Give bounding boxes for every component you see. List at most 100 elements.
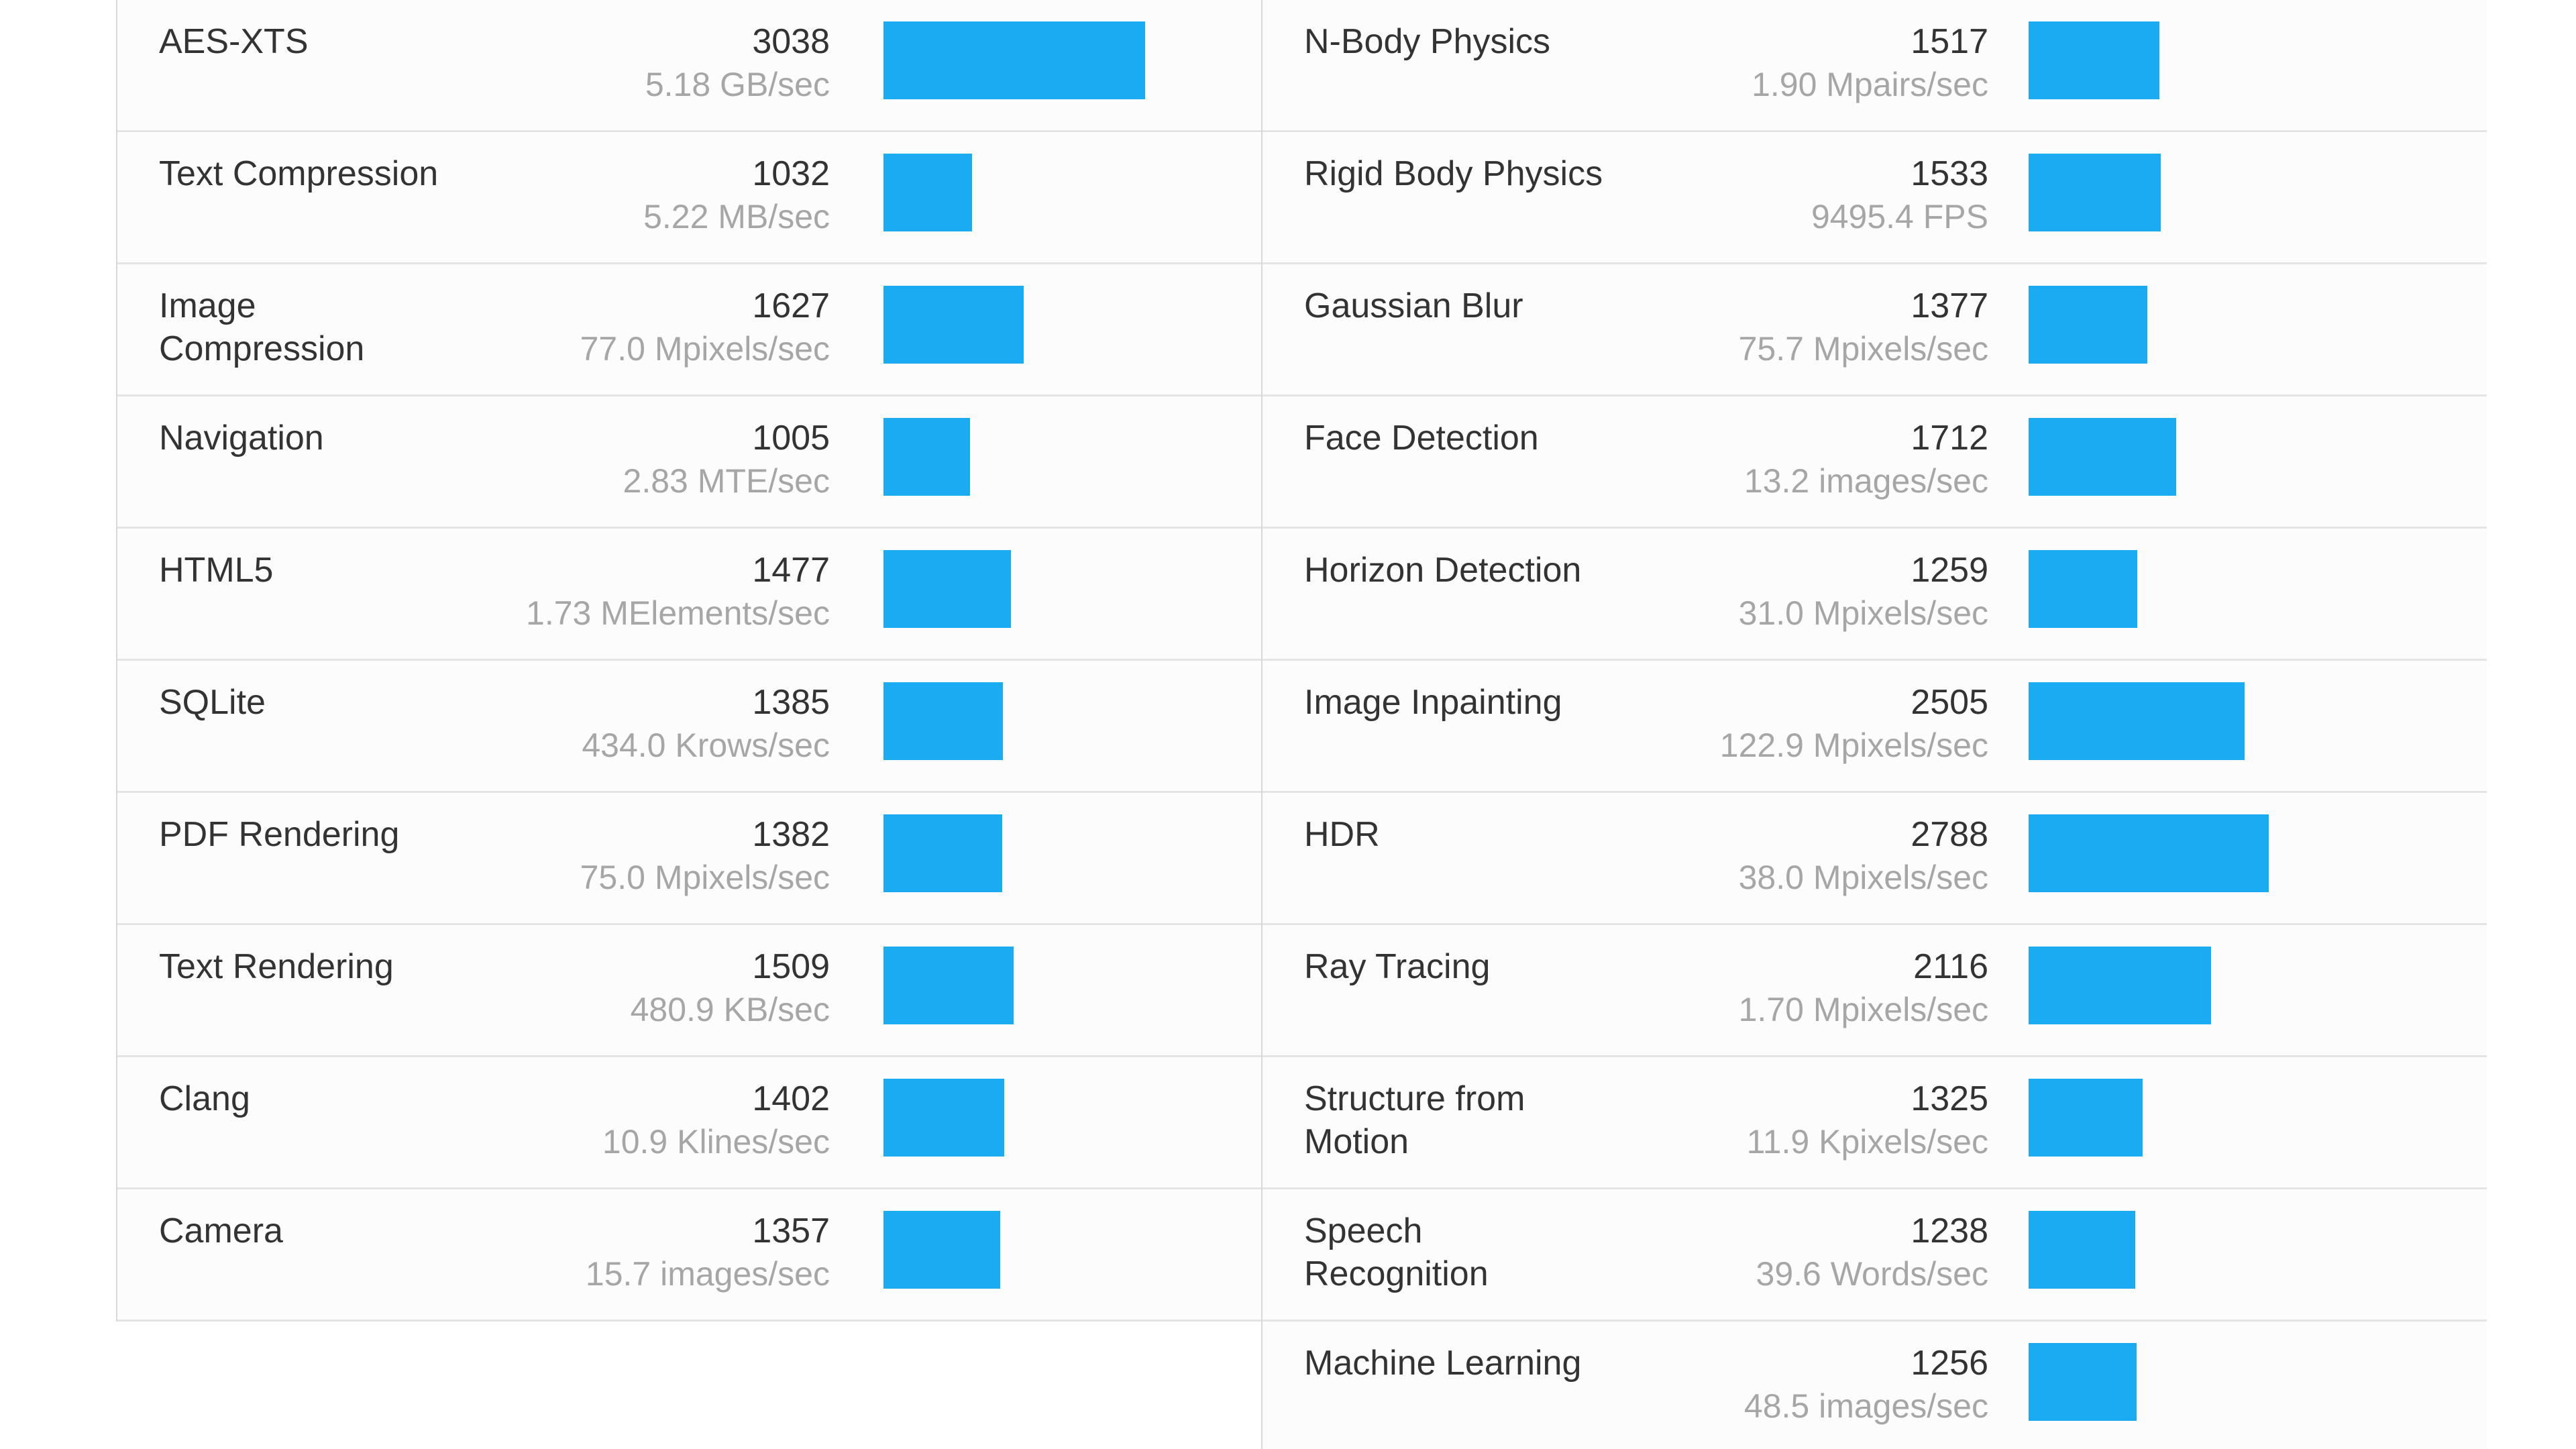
benchmark-rate: 39.6 Words/sec xyxy=(1756,1255,1988,1293)
benchmark-rate: 48.5 images/sec xyxy=(1743,1387,1988,1425)
benchmark-row-speech-recognition: Speech Recognition 1238 39.6 Words/sec xyxy=(1263,1189,2487,1322)
score-bar xyxy=(2029,418,2176,496)
benchmark-values: 1382 75.0 Mpixels/sec xyxy=(159,793,830,925)
benchmark-name: Structure from Motion xyxy=(1304,1079,1525,1161)
benchmark-rate: 5.18 GB/sec xyxy=(645,66,830,103)
benchmark-score: 1509 xyxy=(752,947,830,986)
benchmark-name: Text Compression xyxy=(159,154,439,193)
score-bar xyxy=(2029,1343,2137,1421)
benchmark-rate: 122.9 Mpixels/sec xyxy=(1719,727,1988,764)
score-bar xyxy=(2029,1211,2135,1289)
benchmark-row-structure-from-motion: Structure from Motion 1325 11.9 Kpixels/sec xyxy=(1263,1057,2487,1189)
benchmark-rate: 434.0 Krows/sec xyxy=(582,727,830,764)
benchmark-score: 2788 xyxy=(1911,815,1988,854)
benchmark-row-text-rendering: Text Rendering 1509 480.9 KB/sec xyxy=(117,925,1261,1057)
benchmark-name: SQLite xyxy=(159,683,266,722)
benchmark-score: 1712 xyxy=(1911,419,1988,458)
benchmark-column-left: AES-XTS 3038 5.18 GB/sec Text Compression 10… xyxy=(116,0,1261,1322)
benchmark-name: Gaussian Blur xyxy=(1304,286,1523,325)
score-bar xyxy=(883,1211,1000,1289)
benchmark-name: Face Detection xyxy=(1304,419,1539,458)
benchmark-rate: 1.70 Mpixels/sec xyxy=(1738,991,1988,1028)
benchmark-values: 1402 10.9 Klines/sec xyxy=(159,1057,830,1189)
benchmark-rate: 10.9 Klines/sec xyxy=(602,1123,830,1161)
benchmark-rate: 11.9 Kpixels/sec xyxy=(1746,1123,1988,1161)
benchmark-values: 1005 2.83 MTE/sec xyxy=(159,396,830,529)
benchmark-values: 1627 77.0 Mpixels/sec xyxy=(159,264,830,396)
benchmark-values: 3038 5.18 GB/sec xyxy=(159,0,830,132)
benchmark-row-image-compression: Image Compression 1627 77.0 Mpixels/sec xyxy=(117,264,1261,396)
score-bar xyxy=(883,550,1011,628)
score-bar xyxy=(2029,947,2211,1024)
benchmark-score: 1517 xyxy=(1911,22,1988,61)
benchmark-name: HDR xyxy=(1304,815,1380,854)
score-bar xyxy=(2029,550,2137,628)
benchmark-row-sqlite: SQLite 1385 434.0 Krows/sec xyxy=(117,661,1261,793)
benchmark-rate: 13.2 images/sec xyxy=(1743,462,1988,500)
score-bar xyxy=(883,947,1014,1024)
benchmark-values: 1032 5.22 MB/sec xyxy=(159,132,830,264)
score-bar xyxy=(2029,154,2161,231)
benchmark-row-navigation: Navigation 1005 2.83 MTE/sec xyxy=(117,396,1261,529)
score-bar xyxy=(2029,286,2147,364)
benchmark-name: Camera xyxy=(159,1212,283,1250)
benchmark-row-machine-learning: Machine Learning 1256 48.5 images/sec xyxy=(1263,1322,2487,1449)
benchmark-row-horizon-detection: Horizon Detection 1259 31.0 Mpixels/sec xyxy=(1263,529,2487,661)
score-bar xyxy=(883,154,972,231)
benchmark-name: AES-XTS xyxy=(159,22,309,61)
benchmark-values: 1238 39.6 Words/sec xyxy=(1304,1189,1988,1322)
benchmark-name: Machine Learning xyxy=(1304,1344,1582,1383)
benchmark-values: 1256 48.5 images/sec xyxy=(1304,1322,1988,1449)
score-bar xyxy=(2029,21,2159,99)
benchmark-score: 1377 xyxy=(1911,286,1988,325)
benchmark-name: Speech Recognition xyxy=(1304,1212,1489,1293)
benchmark-score: 1256 xyxy=(1911,1344,1988,1383)
benchmark-name: Rigid Body Physics xyxy=(1304,154,1603,193)
benchmark-score: 1627 xyxy=(752,286,830,325)
benchmark-name: HTML5 xyxy=(159,551,274,590)
benchmark-score: 1325 xyxy=(1911,1079,1988,1118)
benchmark-score: 1477 xyxy=(752,551,830,590)
benchmark-row-image-inpainting: Image Inpainting 2505 122.9 Mpixels/sec xyxy=(1263,661,2487,793)
benchmark-row-html5: HTML5 1477 1.73 MElements/sec xyxy=(117,529,1261,661)
benchmark-score: 3038 xyxy=(752,22,830,61)
benchmark-score: 1533 xyxy=(1911,154,1988,193)
benchmark-score: 1382 xyxy=(752,815,830,854)
benchmark-values: 2788 38.0 Mpixels/sec xyxy=(1304,793,1988,925)
benchmark-score: 1385 xyxy=(752,683,830,722)
benchmark-values: 1377 75.7 Mpixels/sec xyxy=(1304,264,1988,396)
score-bar xyxy=(2029,682,2245,760)
benchmark-row-hdr: HDR 2788 38.0 Mpixels/sec xyxy=(1263,793,2487,925)
benchmark-values: 1517 1.90 Mpairs/sec xyxy=(1304,0,1988,132)
benchmark-name: PDF Rendering xyxy=(159,815,400,854)
benchmark-name: N-Body Physics xyxy=(1304,22,1550,61)
score-bar xyxy=(2029,814,2269,892)
benchmark-name: Horizon Detection xyxy=(1304,551,1582,590)
benchmark-score: 2505 xyxy=(1911,683,1988,722)
score-bar xyxy=(883,682,1003,760)
benchmark-row-gaussian-blur: Gaussian Blur 1377 75.7 Mpixels/sec xyxy=(1263,264,2487,396)
score-bar xyxy=(883,1079,1004,1157)
benchmark-rate: 9495.4 FPS xyxy=(1811,198,1988,235)
benchmark-name: Navigation xyxy=(159,419,324,458)
benchmark-score: 1357 xyxy=(752,1212,830,1250)
benchmark-values: 1259 31.0 Mpixels/sec xyxy=(1304,529,1988,661)
benchmark-rate: 75.7 Mpixels/sec xyxy=(1738,330,1988,368)
score-bar xyxy=(883,418,970,496)
benchmark-values: 2116 1.70 Mpixels/sec xyxy=(1304,925,1988,1057)
benchmark-score: 1238 xyxy=(1911,1212,1988,1250)
benchmark-score: 1032 xyxy=(752,154,830,193)
benchmark-row-pdf-rendering: PDF Rendering 1382 75.0 Mpixels/sec xyxy=(117,793,1261,925)
benchmark-row-aes-xts: AES-XTS 3038 5.18 GB/sec xyxy=(117,0,1261,132)
benchmark-values: 1509 480.9 KB/sec xyxy=(159,925,830,1057)
benchmark-rate: 77.0 Mpixels/sec xyxy=(580,330,830,368)
score-bar xyxy=(883,21,1145,99)
benchmark-row-text-compression: Text Compression 1032 5.22 MB/sec xyxy=(117,132,1261,264)
benchmark-rate: 5.22 MB/sec xyxy=(643,198,830,235)
benchmark-rate: 38.0 Mpixels/sec xyxy=(1738,859,1988,896)
benchmark-rate: 1.73 MElements/sec xyxy=(526,594,830,632)
benchmark-row-rigid-body-physics: Rigid Body Physics 1533 9495.4 FPS xyxy=(1263,132,2487,264)
score-bar xyxy=(883,814,1002,892)
benchmark-values: 2505 122.9 Mpixels/sec xyxy=(1304,661,1988,793)
benchmark-rate: 2.83 MTE/sec xyxy=(623,462,830,500)
